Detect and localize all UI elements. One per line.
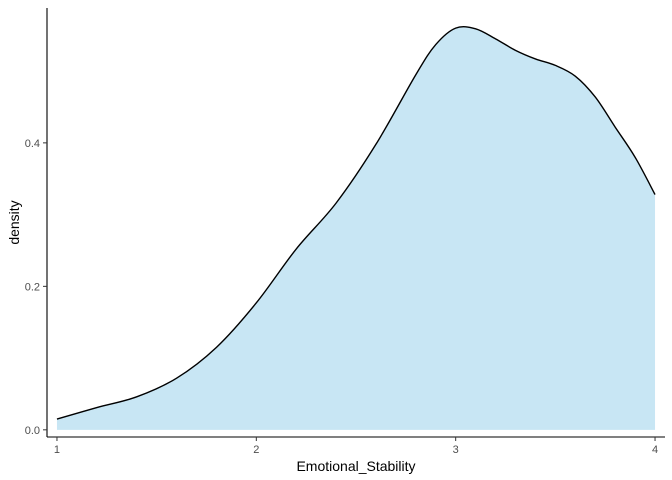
y-ticks: 0.0 0.2 0.4 (25, 138, 47, 437)
axes: 0.0 0.2 0.4 1 2 3 4 (25, 8, 665, 456)
x-tick-label: 3 (453, 444, 459, 456)
x-ticks: 1 2 3 4 (54, 437, 658, 456)
y-axis-title: density (6, 200, 22, 244)
y-tick-label: 0.4 (25, 138, 40, 150)
y-tick-label: 0.0 (25, 425, 40, 437)
density-curve-line (56, 25, 656, 420)
plot-area (56, 25, 656, 430)
x-axis-title: Emotional_Stability (296, 458, 415, 474)
x-tick-label: 4 (652, 444, 658, 456)
y-tick-label: 0.2 (25, 281, 40, 293)
x-tick-label: 2 (253, 444, 259, 456)
density-area-fill (56, 26, 656, 430)
x-tick-label: 1 (54, 444, 60, 456)
